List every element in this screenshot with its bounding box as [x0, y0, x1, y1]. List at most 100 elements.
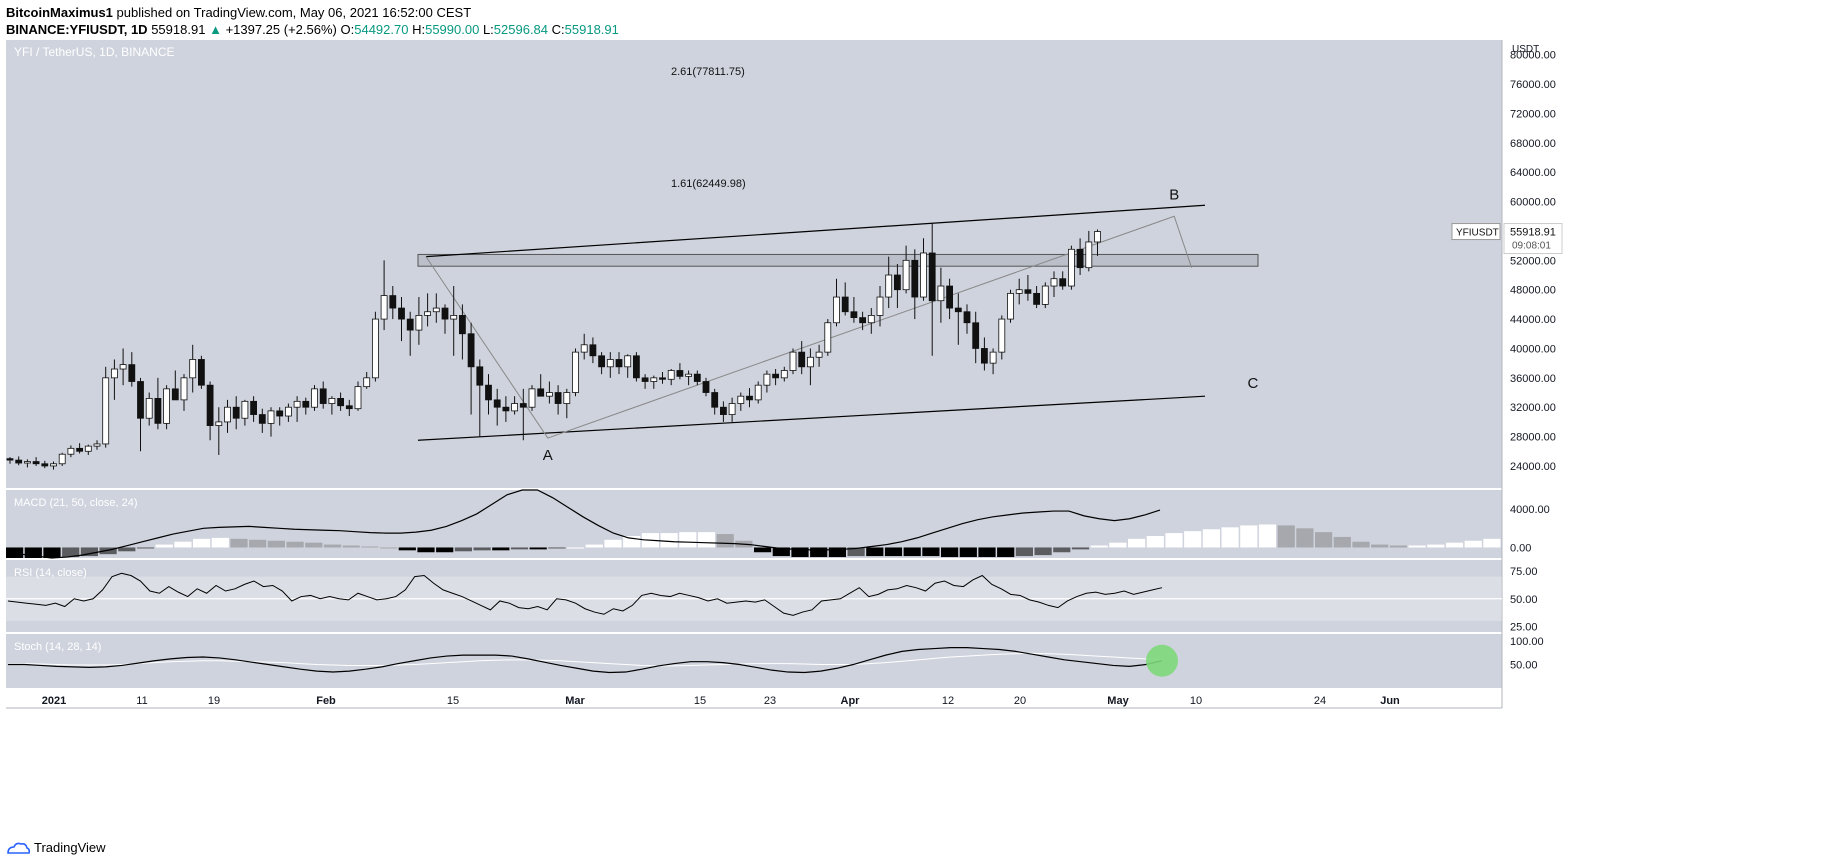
macd-histogram-bar [866, 547, 884, 557]
candle-body [23, 461, 31, 464]
candle-body [633, 355, 640, 379]
candle-body [319, 388, 327, 404]
candle-body [41, 463, 49, 467]
candle-body [215, 421, 223, 426]
candle-body [850, 311, 858, 319]
candle-body [537, 388, 545, 397]
candle-body [137, 381, 144, 419]
author-name[interactable]: BitcoinMaximus1 [6, 5, 113, 20]
wave-label-A: A [543, 447, 553, 464]
high-label: H: [412, 22, 426, 37]
x-tick-label: 12 [942, 695, 954, 707]
x-tick-label: Apr [841, 695, 861, 707]
candle-body [354, 386, 362, 410]
macd-histogram-bar [978, 547, 996, 558]
macd-histogram-bar [492, 547, 510, 551]
macd-y-tick: 0.00 [1510, 542, 1531, 554]
macd-histogram-bar [155, 544, 173, 548]
macd-histogram-bar [1240, 525, 1258, 548]
y-tick-label: 68000.00 [1510, 138, 1556, 150]
candle-body [458, 315, 466, 335]
candle-body [954, 307, 962, 313]
candle-body [197, 359, 205, 386]
countdown: 09:08:01 [1512, 241, 1551, 252]
candle-body [580, 344, 588, 353]
candle-body [589, 344, 597, 357]
candle-body [763, 373, 771, 386]
macd-histogram-bar [903, 547, 921, 557]
macd-histogram-bar [810, 547, 828, 558]
last-price-value: 55918.91 [1510, 227, 1556, 239]
candle-body [363, 377, 371, 388]
candle-body [154, 397, 162, 424]
tradingview-cloud-icon [7, 842, 30, 854]
candle-body [963, 311, 971, 324]
wave-label-C: C [1248, 375, 1259, 392]
x-tick-label: 10 [1190, 695, 1202, 707]
candle-body [93, 443, 101, 447]
rsi-y-tick: 75.00 [1510, 566, 1538, 578]
candle-body [119, 364, 127, 370]
macd-histogram-bar [941, 547, 959, 558]
candle-body [998, 318, 1006, 353]
macd-histogram-bar [1333, 536, 1351, 548]
candle-body [1050, 278, 1058, 287]
candle-body [224, 406, 231, 423]
macd-title: MACD (21, 50, close, 24) [14, 497, 138, 509]
candle-body [659, 377, 666, 380]
candle-body [711, 392, 719, 408]
candle-body [920, 252, 927, 298]
resistance-zone [417, 253, 1259, 267]
macd-histogram-bar [697, 532, 716, 548]
candle-body [841, 296, 849, 313]
candle-body [746, 395, 753, 401]
macd-histogram-bar [1165, 533, 1183, 548]
candle-body [406, 318, 414, 331]
tradingview-footer[interactable]: TradingView [6, 840, 106, 855]
macd-histogram-bar [361, 546, 379, 548]
candle-body [284, 406, 292, 417]
candle-body [824, 322, 832, 353]
change-up-icon: ▲ [209, 22, 222, 37]
x-tick-label: Jun [1380, 695, 1400, 707]
candle-body [981, 348, 988, 364]
y-tick-label: 36000.00 [1510, 373, 1556, 385]
macd-histogram-bar [847, 547, 865, 557]
candle-body [6, 458, 14, 461]
macd-histogram-bar [1371, 544, 1389, 548]
candle-body [84, 445, 92, 452]
y-tick-label: 24000.00 [1510, 461, 1556, 473]
candle-body [345, 405, 353, 410]
close-label: C: [551, 22, 565, 37]
x-tick-label: May [1107, 695, 1129, 707]
macd-histogram-bar [1389, 545, 1407, 548]
macd-histogram-bar [1427, 544, 1445, 548]
x-tick-label: 24 [1314, 695, 1326, 707]
last-price-tag [1503, 223, 1563, 255]
macd-histogram-bar [884, 547, 903, 557]
macd-histogram-bar [99, 547, 117, 555]
y-tick-label: 32000.00 [1510, 402, 1556, 414]
macd-histogram-bar [323, 544, 342, 548]
macd-histogram-bar [716, 534, 734, 548]
last-price-symbol-tag [1451, 223, 1501, 241]
y-tick-label: 52000.00 [1510, 255, 1556, 267]
macd-histogram-bar [754, 547, 772, 553]
price-chart[interactable]: 80000.00 76000.00 72000.00 68000.00 64000.00… [0, 40, 1828, 830]
macd-histogram-bar [1053, 547, 1071, 553]
macd-histogram-bar [623, 535, 641, 548]
x-tick-label: Feb [316, 695, 336, 707]
stoch-d-line [8, 652, 1163, 667]
stoch-k-line [8, 647, 1163, 674]
macd-histogram-bar [6, 547, 24, 558]
candle-body [946, 285, 953, 309]
candle-body [685, 373, 692, 377]
candle-body [476, 366, 484, 386]
candle-body [145, 397, 153, 419]
macd-histogram-bar [80, 547, 98, 557]
y-tick-label: 76000.00 [1510, 79, 1556, 91]
macd-histogram-bar [267, 540, 285, 548]
candle-body [572, 351, 579, 393]
candle-body [258, 414, 266, 424]
publish-line: BitcoinMaximus1 published on TradingView… [6, 4, 619, 21]
